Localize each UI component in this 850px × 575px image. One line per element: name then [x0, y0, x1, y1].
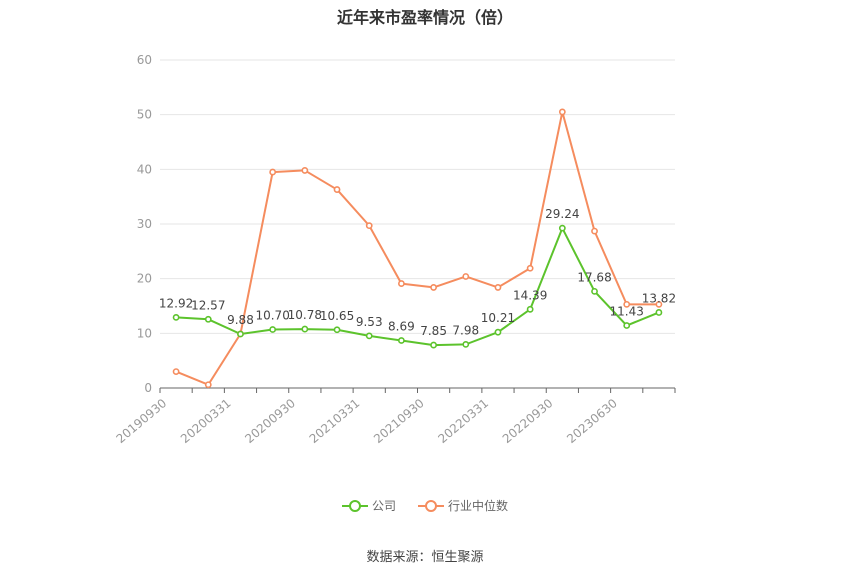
company-point	[526, 305, 534, 313]
company-data-label: 11.43	[610, 305, 644, 319]
company-data-label: 10.70	[255, 309, 289, 323]
y-tick-label: 20	[137, 272, 152, 286]
company-data-label: 10.78	[288, 308, 322, 322]
company-point	[558, 224, 566, 232]
company-point	[269, 326, 277, 333]
legend-label-industry-median: 行业中位数	[448, 499, 509, 513]
company-data-label: 14.39	[513, 288, 547, 302]
company-data-label: 9.53	[356, 315, 383, 329]
company-data-label: 12.57	[191, 298, 225, 312]
company-data-label: 10.21	[481, 311, 515, 325]
series-points	[172, 108, 663, 389]
legend-marker-industry-median	[418, 499, 444, 513]
company-point	[494, 328, 502, 336]
company-point	[591, 287, 598, 295]
axes	[159, 387, 676, 393]
x-tick-label: 20200930	[242, 396, 298, 446]
company-data-label: 9.88	[227, 313, 254, 327]
company-data-label: 7.98	[452, 323, 479, 337]
industry-median-point	[430, 284, 437, 291]
industry-median-point	[591, 227, 598, 235]
industry-median-point	[365, 222, 373, 230]
legend: 公司 行业中位数	[0, 497, 850, 514]
company-point	[655, 309, 663, 316]
company-data-label: 7.85	[420, 324, 447, 338]
company-data-label: 8.69	[388, 319, 415, 333]
company-data-label: 17.68	[577, 270, 611, 284]
company-data-label: 29.24	[545, 207, 579, 221]
industry-median-point	[558, 108, 566, 116]
company-line	[176, 227, 660, 347]
y-tick-label: 30	[137, 217, 152, 231]
company-point	[398, 337, 405, 344]
x-tick-label: 20210331	[307, 396, 363, 446]
industry-median-point	[301, 167, 309, 174]
x-axis-ticks: 20190930 20200331 20200930 20210331 20210930…	[114, 396, 620, 446]
y-axis-ticks: 0 10 20 30 40 50 60	[137, 53, 152, 395]
industry-median-point	[462, 273, 470, 280]
data-source: 数据来源：恒生聚源	[366, 550, 484, 565]
legend-item-company[interactable]: 公司	[341, 497, 396, 514]
series-lines	[175, 110, 660, 386]
company-data-label: 13.82	[642, 291, 676, 305]
company-point	[430, 341, 437, 349]
company-point	[365, 332, 373, 340]
y-tick-label: 10	[137, 326, 152, 340]
legend-item-industry-median[interactable]: 行业中位数	[418, 497, 508, 514]
company-point	[623, 322, 631, 329]
industry-median-point	[333, 186, 341, 193]
chart-title: 近年来市盈率情况（倍）	[336, 8, 513, 27]
legend-marker-company	[341, 499, 368, 513]
x-tick-label: 20190930	[114, 396, 170, 446]
industry-median-point	[398, 280, 405, 287]
x-tick-label: 20200331	[178, 396, 234, 446]
y-tick-label: 60	[137, 53, 152, 67]
x-tick-label: 20220331	[435, 396, 491, 446]
company-point	[301, 325, 309, 333]
company-data-label: 10.65	[320, 309, 354, 323]
industry-median-point	[204, 381, 212, 389]
company-point	[204, 315, 212, 323]
industry-median-point	[655, 300, 663, 308]
industry-median-point	[269, 168, 277, 176]
industry-median-point	[494, 284, 502, 291]
company-point	[462, 340, 470, 348]
industry-median-point	[526, 264, 534, 272]
legend-label-company: 公司	[371, 499, 396, 513]
company-data-label: 12.92	[159, 296, 193, 310]
industry-median-line	[175, 110, 659, 386]
industry-median-point	[172, 368, 180, 375]
industry-median-point	[623, 300, 631, 308]
company-point	[333, 326, 341, 334]
x-tick-label: 20230630	[564, 396, 620, 446]
company-point	[172, 313, 180, 321]
x-tick-label: 20220930	[500, 396, 556, 446]
gridlines	[160, 59, 675, 334]
y-tick-label: 0	[144, 381, 152, 395]
x-tick-label: 20210930	[371, 396, 427, 446]
y-tick-label: 40	[137, 162, 152, 176]
y-tick-label: 50	[137, 108, 152, 122]
company-point	[237, 330, 244, 338]
